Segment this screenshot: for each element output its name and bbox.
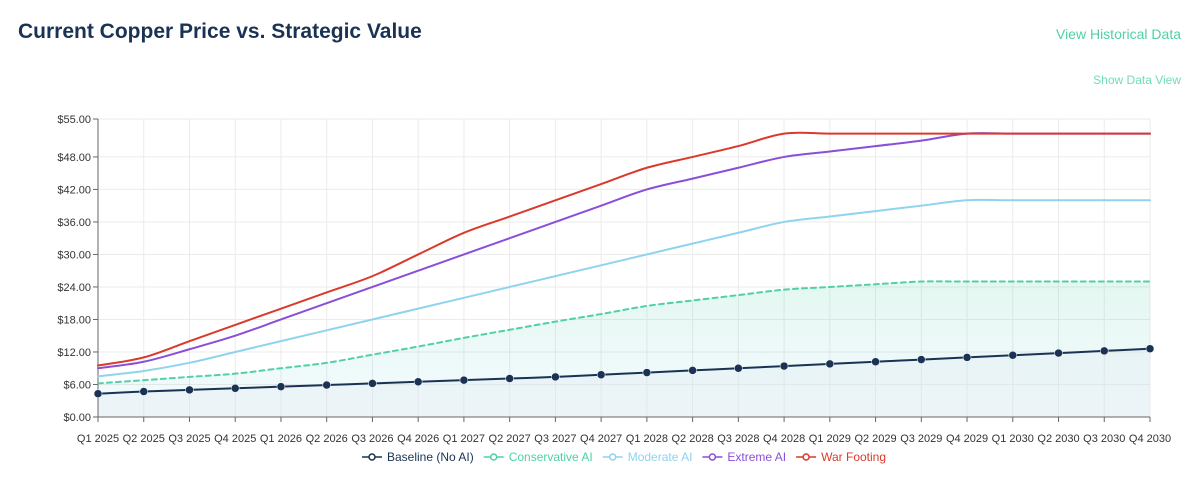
data-point[interactable] bbox=[368, 379, 377, 388]
data-point[interactable] bbox=[1008, 350, 1018, 360]
x-tick-label: Q3 2029 bbox=[900, 433, 942, 445]
legend-label-war-footing: War Footing bbox=[821, 450, 886, 464]
page-title: Current Copper Price vs. Strategic Value bbox=[18, 20, 422, 43]
x-tick-label: Q3 2026 bbox=[351, 433, 393, 445]
x-tick-label: Q1 2025 bbox=[77, 433, 119, 445]
data-point[interactable] bbox=[93, 389, 103, 398]
data-point[interactable] bbox=[413, 377, 423, 387]
y-tick-label: $18.00 bbox=[57, 314, 91, 326]
x-tick-label: Q1 2026 bbox=[260, 433, 302, 445]
x-tick-label: Q2 2025 bbox=[123, 433, 165, 445]
data-point[interactable] bbox=[596, 370, 606, 379]
x-tick-label: Q4 2025 bbox=[214, 433, 256, 445]
x-tick-label: Q3 2028 bbox=[717, 433, 759, 445]
data-point[interactable] bbox=[551, 372, 560, 382]
series-line-conservative-ai bbox=[97, 280, 1151, 385]
x-tick-label: Q3 2030 bbox=[1083, 433, 1125, 445]
y-tick-label: $0.00 bbox=[63, 412, 91, 424]
data-point[interactable] bbox=[505, 374, 514, 383]
legend-item[interactable]: Moderate AI bbox=[602, 450, 693, 464]
data-point[interactable] bbox=[1054, 348, 1063, 358]
data-point[interactable] bbox=[642, 368, 652, 377]
show-data-view-link[interactable]: Show Data View bbox=[1093, 73, 1181, 87]
baseline-area-fill bbox=[98, 348, 1150, 417]
data-point[interactable] bbox=[688, 366, 697, 375]
x-tick-label: Q3 2027 bbox=[534, 433, 576, 445]
x-tick-label: Q4 2029 bbox=[946, 433, 988, 445]
x-tick-label: Q2 2030 bbox=[1037, 433, 1079, 445]
data-point[interactable] bbox=[230, 384, 240, 393]
legend-item[interactable]: Conservative AI bbox=[483, 450, 593, 464]
x-tick-label: Q2 2029 bbox=[854, 433, 896, 445]
legend-swatch-marker bbox=[608, 453, 617, 461]
x-tick-label: Q4 2026 bbox=[397, 433, 439, 445]
data-point[interactable] bbox=[1145, 344, 1155, 353]
x-tick-label: Q4 2027 bbox=[580, 433, 622, 445]
x-tick-label: Q1 2029 bbox=[809, 433, 851, 445]
x-tick-label: Q2 2026 bbox=[306, 433, 348, 445]
x-tick-label: Q3 2025 bbox=[168, 433, 210, 445]
y-tick-label: $55.00 bbox=[57, 114, 91, 126]
legend-item[interactable]: War Footing bbox=[796, 450, 886, 464]
data-point[interactable] bbox=[185, 385, 194, 395]
x-tick-label: Q4 2030 bbox=[1129, 433, 1171, 445]
x-tick-label: Q4 2028 bbox=[763, 433, 805, 445]
data-point[interactable] bbox=[734, 363, 743, 373]
legend-label-baseline-no-ai: Baseline (No AI) bbox=[387, 450, 474, 464]
data-point[interactable] bbox=[779, 361, 789, 371]
legend-item[interactable]: Baseline (No AI) bbox=[362, 450, 474, 464]
y-tick-label: $6.00 bbox=[63, 379, 91, 391]
data-point[interactable] bbox=[871, 357, 880, 366]
legend: Baseline (No AI) Conservative AI Moderate … bbox=[362, 450, 886, 464]
series-lines bbox=[97, 131, 1151, 395]
y-tick-label: $48.00 bbox=[57, 152, 91, 164]
x-tick-label: Q2 2027 bbox=[489, 433, 531, 445]
legend-swatch-marker bbox=[708, 453, 717, 461]
legend-swatch-marker bbox=[489, 453, 498, 461]
data-point[interactable] bbox=[322, 380, 331, 390]
y-tick-label: $24.00 bbox=[57, 282, 91, 294]
area-fill bbox=[98, 281, 1150, 417]
series-line-moderate-ai bbox=[97, 198, 1151, 378]
y-tick-label: $30.00 bbox=[57, 249, 91, 261]
view-historical-data-link[interactable]: View Historical Data bbox=[1055, 26, 1181, 42]
series-line-war-footing bbox=[97, 131, 1151, 367]
legend-item[interactable]: Extreme AI bbox=[702, 450, 786, 464]
legend-label-moderate-ai: Moderate AI bbox=[628, 450, 693, 464]
data-point[interactable] bbox=[459, 375, 469, 385]
data-point[interactable] bbox=[917, 355, 926, 364]
x-tick-label: Q1 2028 bbox=[626, 433, 668, 445]
series-markers bbox=[93, 344, 1155, 398]
data-point[interactable] bbox=[825, 359, 835, 369]
axes: $0.00 $6.00 $12.00 $18.00 $24.00 $30.00 $36.00… bbox=[57, 114, 1171, 445]
x-tick-label: Q1 2027 bbox=[443, 433, 485, 445]
legend-label-extreme-ai: Extreme AI bbox=[727, 450, 786, 464]
legend-swatch-marker bbox=[368, 453, 376, 461]
data-point[interactable] bbox=[276, 382, 286, 391]
data-point[interactable] bbox=[139, 387, 148, 396]
legend-label-conservative-ai: Conservative AI bbox=[509, 450, 593, 464]
legend-swatch-marker bbox=[802, 453, 810, 461]
y-tick-label: $12.00 bbox=[57, 347, 91, 359]
x-tick-label: Q1 2030 bbox=[992, 433, 1034, 445]
x-tick-label: Q2 2028 bbox=[672, 433, 714, 445]
y-tick-label: $42.00 bbox=[57, 184, 91, 196]
y-tick-label: $36.00 bbox=[57, 217, 91, 229]
data-point[interactable] bbox=[1100, 346, 1109, 356]
data-point[interactable] bbox=[962, 353, 972, 362]
